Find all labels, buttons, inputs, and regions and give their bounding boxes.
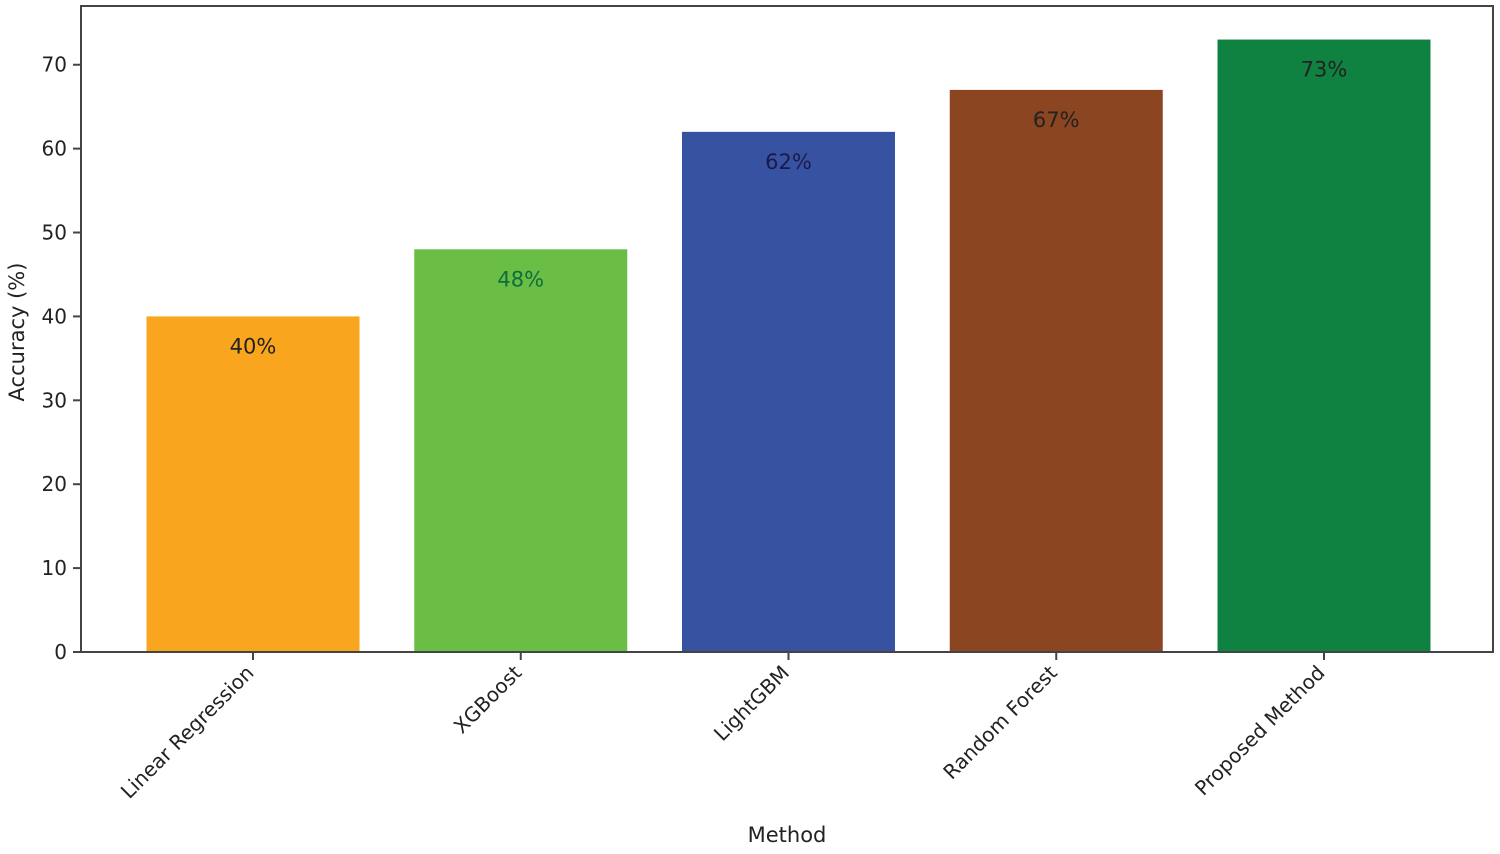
y-axis: 0 10 20 30 40 50 60 70 bbox=[42, 53, 81, 664]
y-axis-title: Accuracy (%) bbox=[5, 263, 29, 402]
y-tick-label: 60 bbox=[42, 137, 67, 161]
y-tick-label: 20 bbox=[42, 472, 67, 496]
bar-value-label: 40% bbox=[230, 334, 277, 358]
x-tick-label: Proposed Method bbox=[1190, 661, 1330, 801]
bars-layer bbox=[146, 39, 1431, 652]
x-axis-title: Method bbox=[748, 823, 827, 847]
x-tick-label: LightGBM bbox=[709, 661, 794, 746]
x-tick-label: Linear Regression bbox=[116, 661, 259, 804]
bar-value-label: 62% bbox=[765, 150, 812, 174]
bar bbox=[949, 89, 1163, 652]
y-tick-label: 30 bbox=[42, 388, 67, 412]
y-tick-label: 50 bbox=[42, 221, 67, 245]
y-tick-label: 10 bbox=[42, 556, 67, 580]
bar-value-label: 73% bbox=[1301, 58, 1348, 82]
bar bbox=[414, 249, 628, 652]
y-tick-label: 0 bbox=[54, 640, 67, 664]
y-tick-label: 70 bbox=[42, 53, 67, 77]
bar bbox=[1217, 39, 1431, 652]
bar-value-labels: 40% 48% 62% 67% 73% bbox=[230, 58, 1348, 359]
bar-value-label: 48% bbox=[497, 267, 544, 291]
x-tick-label: XGBoost bbox=[449, 660, 527, 738]
plot-frame bbox=[80, 5, 1494, 653]
x-axis: Linear Regression XGBoost LightGBM Random F… bbox=[116, 652, 1330, 803]
bar bbox=[682, 131, 895, 652]
y-tick-label: 40 bbox=[42, 304, 67, 328]
bar bbox=[146, 316, 360, 652]
x-tick-label: Random Forest bbox=[938, 660, 1062, 784]
bar-value-label: 67% bbox=[1033, 108, 1080, 132]
